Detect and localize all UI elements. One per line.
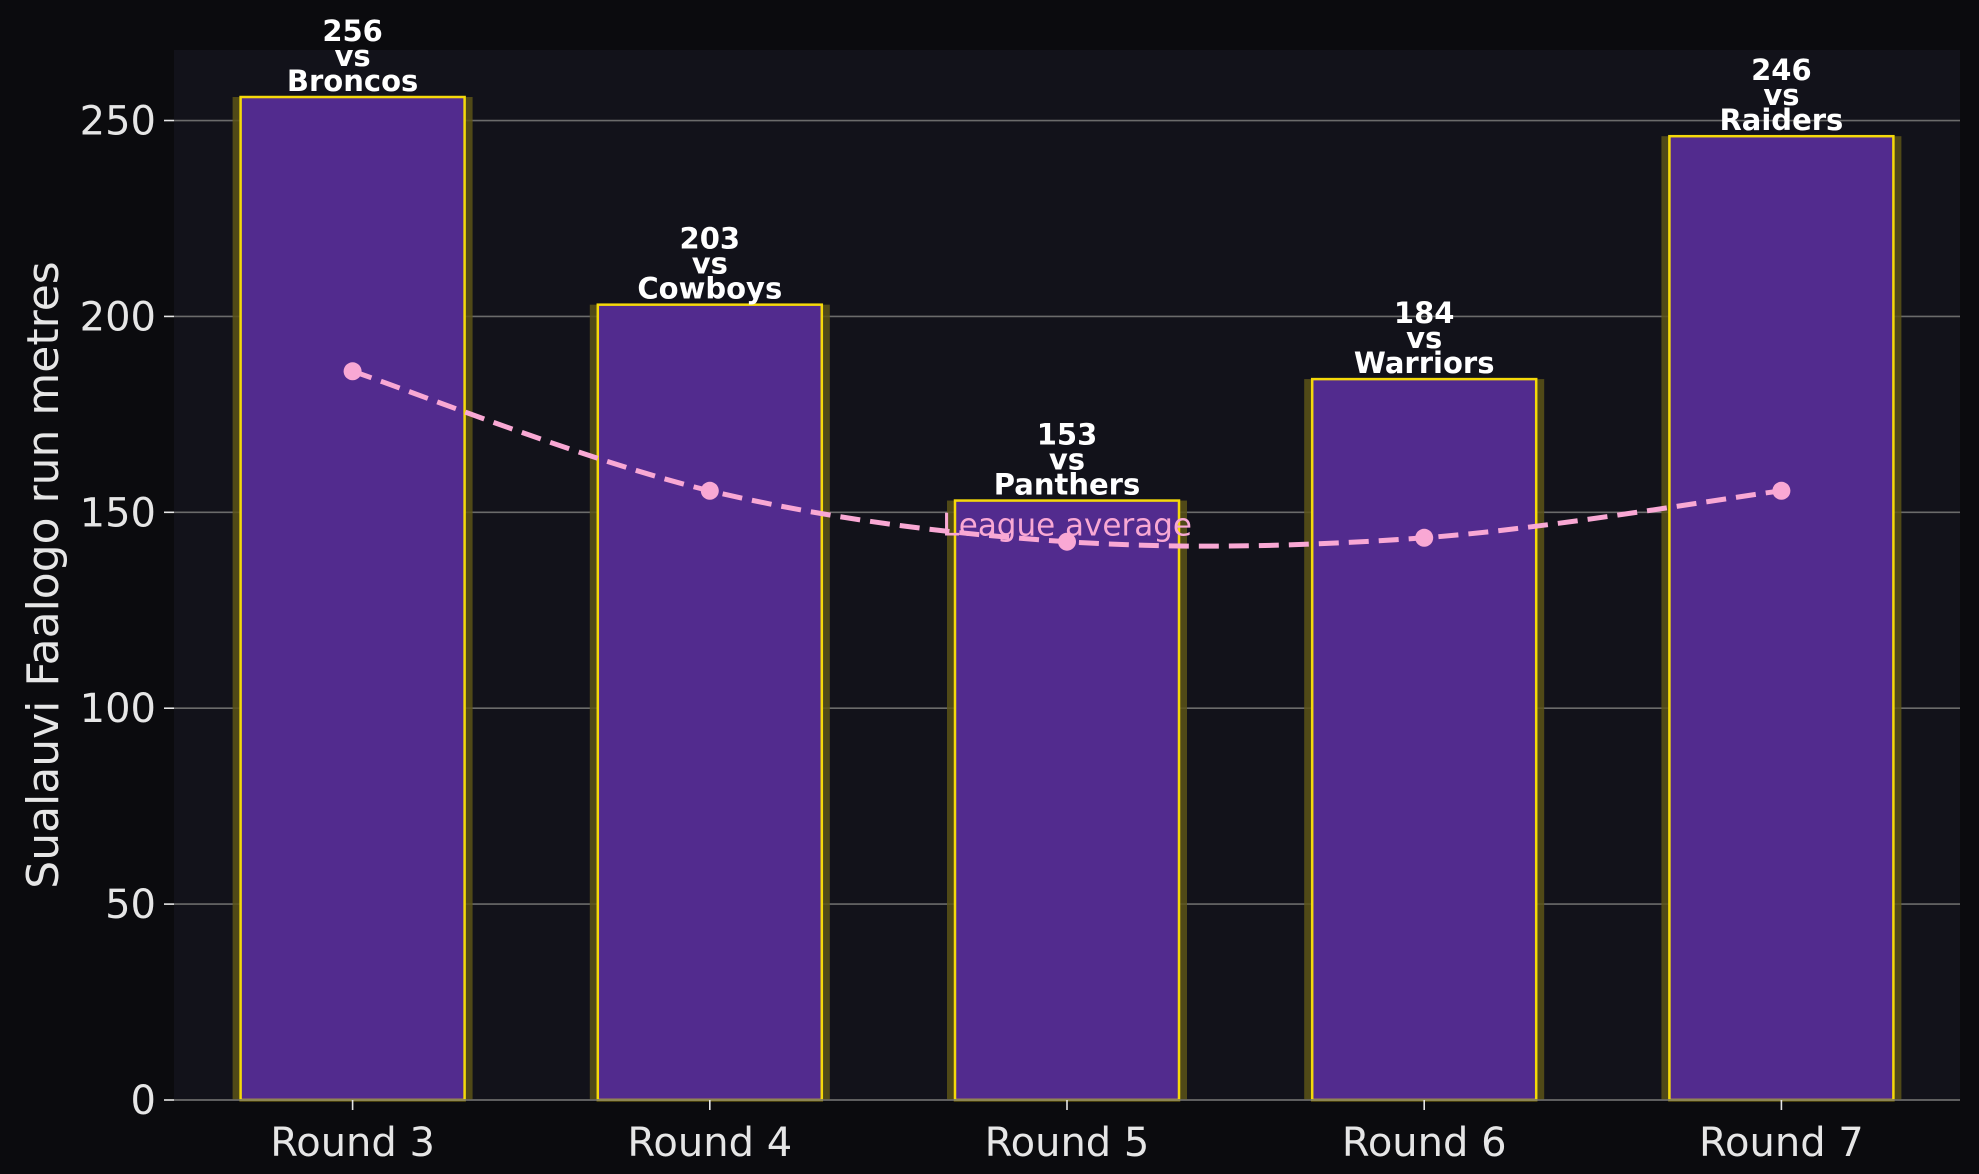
bars: [232, 95, 1902, 1102]
bar-opponent-label: Cowboys: [637, 272, 782, 306]
y-tick-label: 200: [80, 294, 156, 340]
y-tick-label: 250: [80, 99, 156, 145]
bar-vs-label: vs: [1763, 78, 1799, 112]
bar-vs-label: vs: [692, 247, 728, 281]
bar-value-label: 184: [1394, 296, 1455, 330]
league-average-point: [1058, 532, 1076, 551]
bar: [953, 499, 1181, 1102]
bar-vs-label: vs: [335, 39, 371, 73]
x-tick-label: Round 3: [270, 1120, 435, 1166]
x-tick-label: Round 7: [1699, 1120, 1864, 1166]
bar-opponent-label: Warriors: [1354, 346, 1495, 380]
league-average-point: [343, 362, 362, 381]
bar-opponent-label: Panthers: [994, 468, 1140, 502]
bar-value-label: 246: [1751, 53, 1812, 87]
league-average-point: [700, 481, 719, 500]
x-tick-label: Round 5: [985, 1120, 1150, 1166]
bar-value-label: 153: [1037, 418, 1098, 452]
x-tick-label: Round 6: [1342, 1120, 1507, 1166]
league-average-line: League average: [343, 362, 1791, 551]
bar: [596, 303, 824, 1102]
y-tick-label: 150: [80, 490, 156, 536]
bar: [1310, 377, 1538, 1102]
x-tick-label: Round 4: [627, 1120, 792, 1166]
bar-vs-label: vs: [1406, 321, 1442, 355]
bar-value-label: 203: [680, 222, 741, 256]
bar: [1668, 134, 1895, 1102]
league-average-point: [1772, 481, 1791, 500]
bar-vs-label: vs: [1049, 443, 1085, 477]
bar-opponent-label: Raiders: [1719, 103, 1843, 137]
league-average-point: [1415, 528, 1434, 547]
bar-labels: 256vsBroncos203vsCowboys153vsPanthers184…: [287, 14, 1843, 502]
y-tick-label: 100: [80, 686, 156, 732]
bar-opponent-label: Broncos: [287, 64, 418, 98]
bar-value-label: 256: [322, 14, 383, 48]
bar: [239, 95, 466, 1102]
y-axis-title: Sualauvi Faalogo run metres: [18, 261, 69, 888]
y-tick-label: 50: [105, 882, 156, 928]
league-average-label: League average: [942, 508, 1192, 544]
y-tick-label: 0: [131, 1078, 156, 1124]
axes: 0 50 100 150 200 250 Round 3 Round 4 Round 5 Roun…: [80, 99, 1960, 1166]
